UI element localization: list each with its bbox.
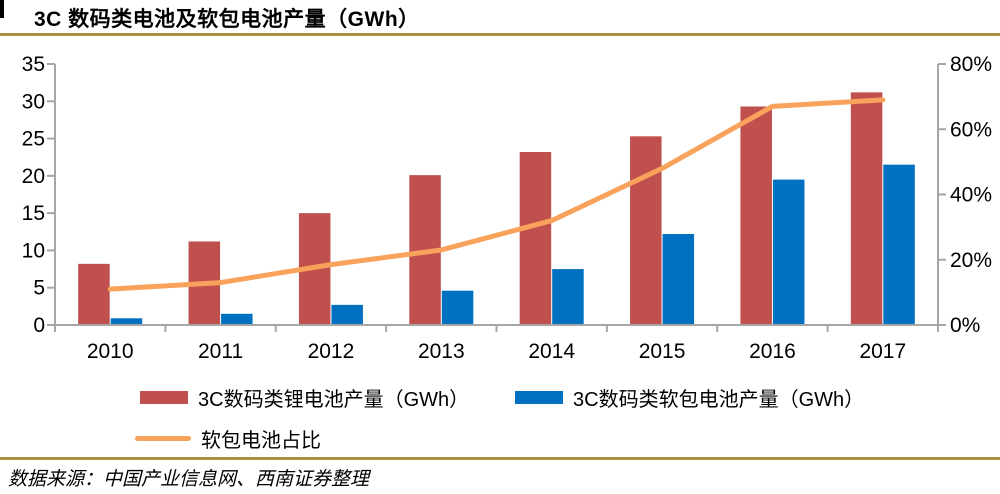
legend-swatch-pouch (515, 391, 563, 404)
y-right-tick-label: 0% (950, 314, 980, 337)
x-category-label: 2010 (87, 340, 134, 363)
bar-pouch-2014 (552, 269, 584, 325)
bar-pouch-2013 (441, 290, 474, 325)
title-underline-rule (0, 33, 1000, 36)
legend-item-lithium: 3C数码类锂电池产量（GWh） (140, 383, 469, 412)
source-note: 数据来源：中国产业信息网、西南证券整理 (8, 469, 370, 490)
bar-pouch-2015 (662, 234, 695, 325)
legend-label-pouch-share: 软包电池占比 (201, 430, 321, 452)
y-left-tick-label: 35 (22, 53, 45, 76)
legend-label-lithium: 3C数码类锂电池产量（GWh） (198, 389, 470, 411)
footer-rule (0, 457, 1000, 460)
x-category-label: 2013 (418, 340, 465, 363)
x-category-label: 2016 (749, 340, 796, 363)
legend-swatch-pouch-share (135, 436, 191, 441)
legend-swatch-lithium (140, 391, 188, 404)
page-title: 3C 数码类电池及软包电池产量（GWh） (34, 8, 420, 31)
legend-item-pouch-share: 软包电池占比 (135, 424, 321, 453)
bar-pouch-2017 (883, 164, 915, 325)
pouch-share-line (107, 97, 886, 292)
y-right-tick-label: 40% (950, 184, 992, 207)
bar-lithium-2015 (630, 136, 662, 325)
bar-lithium-2010 (78, 263, 110, 325)
y-left-tick-label: 0 (33, 314, 45, 337)
y-left-tick-label: 10 (22, 239, 45, 262)
x-category-label: 2014 (528, 340, 575, 363)
bar-pouch-2010 (110, 318, 143, 325)
x-category-label: 2011 (198, 340, 243, 363)
title-accent-bar (0, 0, 4, 18)
bar-lithium-2016 (740, 106, 772, 326)
y-right-tick-label: 60% (950, 118, 992, 141)
y-left-tick-label: 15 (22, 202, 45, 225)
y-left-tick-label: 25 (22, 128, 45, 151)
x-category-label: 2012 (308, 340, 355, 363)
x-category-label: 2015 (639, 340, 686, 363)
bar-pouch-2016 (772, 179, 805, 325)
x-category-label: 2017 (859, 340, 906, 363)
bar-lithium-2014 (519, 151, 552, 325)
y-left-tick-label: 5 (33, 277, 45, 300)
legend-item-pouch: 3C数码类软包电池产量（GWh） (515, 383, 864, 412)
y-right-tick-label: 20% (950, 249, 992, 272)
y-right-tick-label: 80% (950, 53, 992, 76)
y-left-tick-label: 20 (22, 165, 45, 188)
legend-label-pouch: 3C数码类软包电池产量（GWh） (573, 389, 865, 411)
y-left-tick-label: 30 (22, 90, 45, 113)
bar-pouch-2012 (331, 304, 363, 325)
bar-lithium-2017 (850, 92, 883, 325)
bar-pouch-2011 (221, 313, 253, 325)
